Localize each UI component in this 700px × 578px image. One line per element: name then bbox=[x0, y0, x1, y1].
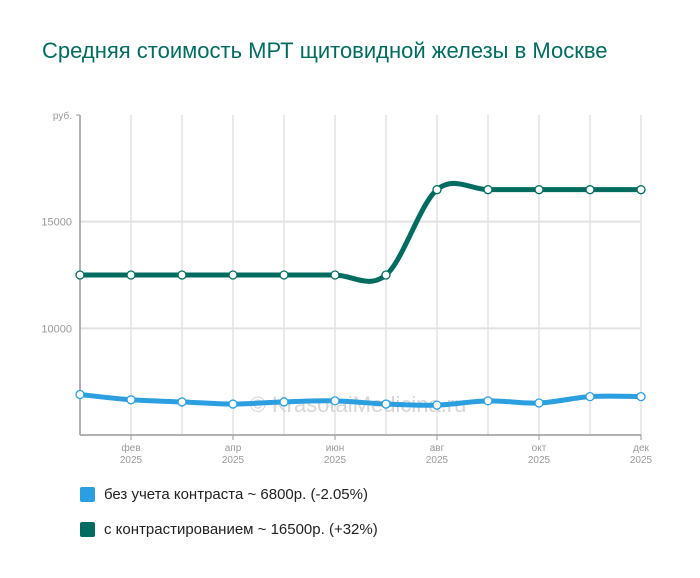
legend-label: с контрастированием ~ 16500р. (+32%) bbox=[104, 521, 378, 538]
data-point bbox=[279, 270, 289, 280]
data-point bbox=[636, 185, 646, 195]
data-point bbox=[432, 400, 442, 410]
data-point bbox=[381, 270, 391, 280]
data-point bbox=[330, 396, 340, 406]
x-tick-month: июн bbox=[326, 443, 345, 454]
legend-item-no-contrast[interactable]: без учета контраста ~ 6800р. (-2.05%) bbox=[80, 486, 368, 503]
data-point bbox=[432, 185, 442, 195]
data-point bbox=[279, 397, 289, 407]
data-point bbox=[126, 395, 136, 405]
x-tick-year: 2025 bbox=[528, 455, 551, 466]
x-tick-month: авг bbox=[430, 443, 445, 454]
data-point bbox=[483, 396, 493, 406]
data-point bbox=[228, 399, 238, 409]
data-point bbox=[126, 270, 136, 280]
data-point bbox=[585, 185, 595, 195]
x-tick-year: 2025 bbox=[324, 455, 347, 466]
x-tick-month: окт bbox=[532, 443, 547, 454]
legend-item-contrast[interactable]: с контрастированием ~ 16500р. (+32%) bbox=[80, 521, 378, 538]
data-point bbox=[75, 389, 85, 400]
x-tick-month: апр bbox=[225, 443, 242, 454]
x-tick-year: 2025 bbox=[426, 455, 449, 466]
legend-swatch bbox=[80, 522, 95, 537]
data-point bbox=[585, 391, 595, 402]
data-point bbox=[381, 399, 391, 409]
legend-swatch bbox=[80, 487, 95, 502]
data-point bbox=[177, 397, 187, 407]
data-point bbox=[228, 270, 238, 280]
data-point bbox=[330, 270, 340, 280]
x-tick-year: 2025 bbox=[222, 455, 245, 466]
data-point bbox=[177, 270, 187, 280]
legend-label: без учета контраста ~ 6800р. (-2.05%) bbox=[104, 486, 368, 503]
y-tick-label: 15000 bbox=[41, 217, 72, 229]
data-point bbox=[534, 185, 544, 195]
y-axis-label: руб. bbox=[53, 110, 72, 122]
x-tick-year: 2025 bbox=[630, 455, 653, 466]
x-tick-month: дек bbox=[633, 443, 649, 454]
chart-title: Средняя стоимость МРТ щитовидной железы … bbox=[42, 38, 608, 63]
x-tick-month: фев bbox=[121, 442, 140, 454]
y-tick-label: 10000 bbox=[41, 323, 72, 335]
data-point bbox=[636, 391, 646, 402]
x-tick-year: 2025 bbox=[120, 455, 143, 466]
data-point bbox=[534, 398, 544, 408]
data-point bbox=[75, 270, 85, 280]
data-point bbox=[483, 185, 493, 195]
series-line-1 bbox=[77, 180, 644, 284]
